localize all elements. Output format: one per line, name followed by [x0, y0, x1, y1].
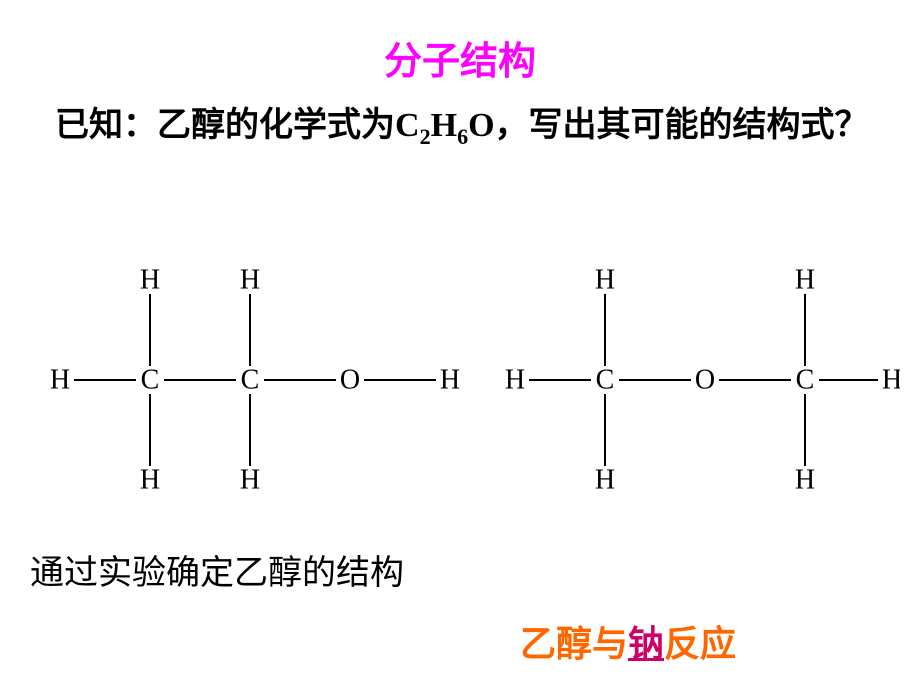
atom-label: H [882, 365, 900, 396]
atom-label: O [340, 365, 360, 396]
reaction-line: 乙醇与钠反应 [520, 615, 736, 667]
experiment-line: 通过实验确定乙醇的结构 [30, 545, 404, 594]
atom-label: H [505, 365, 525, 396]
structures-svg: H H H C C O H H H H H H C O C H H H [20, 250, 900, 520]
reaction-prefix: 乙醇与 [520, 624, 628, 664]
prompt-sub1: 2 [420, 124, 431, 149]
title-text: 分子结构 [384, 41, 536, 83]
prompt-mid2: O，写出其可能的结构式？ [468, 107, 868, 144]
atom-label: H [595, 465, 615, 496]
atom-label: H [595, 265, 615, 296]
atom-label: H [440, 365, 460, 396]
atom-label: H [240, 465, 260, 496]
reaction-na-link[interactable]: 钠 [628, 624, 664, 664]
structures-container: H H H C C O H H H H H H C O C H H H [20, 250, 900, 520]
prompt-prefix: 已知：乙醇的化学式为C [55, 107, 420, 144]
atom-label: C [241, 365, 260, 396]
page-title: 分子结构 [0, 30, 920, 85]
atom-label: H [240, 265, 260, 296]
prompt-mid1: H [431, 107, 457, 144]
atom-label: H [140, 465, 160, 496]
atom-label: H [140, 265, 160, 296]
experiment-text: 通过实验确定乙醇的结构 [30, 555, 404, 592]
reaction-suffix: 反应 [664, 624, 736, 664]
prompt-text: 已知：乙醇的化学式为C2H6O，写出其可能的结构式？ [55, 100, 875, 153]
atom-label: H [795, 265, 815, 296]
atom-label: O [695, 365, 715, 396]
atom-label: C [796, 365, 815, 396]
atom-label: H [795, 465, 815, 496]
atom-label: C [141, 365, 160, 396]
atom-label: C [596, 365, 615, 396]
atom-label: H [50, 365, 70, 396]
prompt-sub2: 6 [457, 124, 468, 149]
